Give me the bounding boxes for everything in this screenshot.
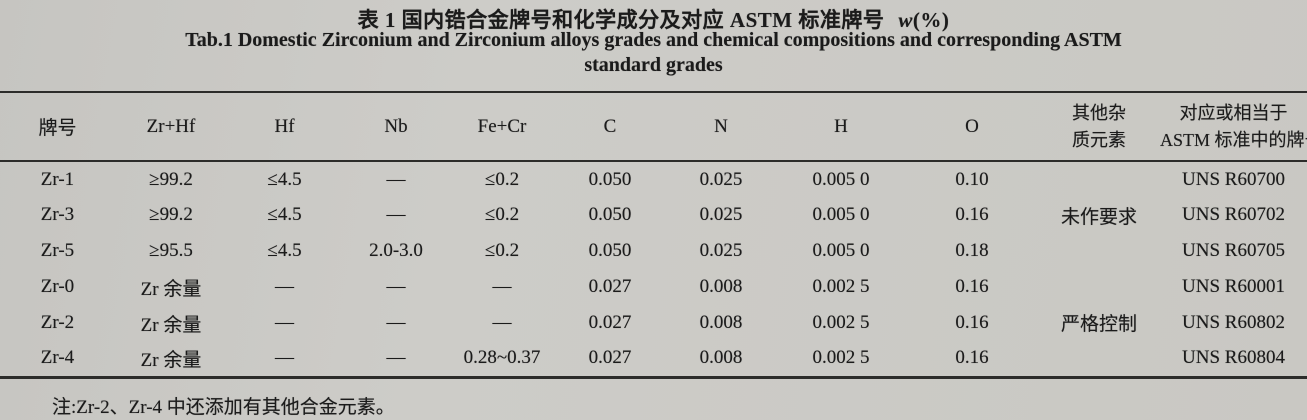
cell-fe-cr: — [492, 276, 512, 297]
cell-c: 0.027 [588, 347, 632, 369]
cell-nb: 2.0-3.0 [369, 240, 423, 261]
cell-n: 0.008 [699, 312, 743, 333]
mass-fraction-units: (%) [912, 8, 950, 32]
cell-hf: — [275, 347, 294, 369]
cell-n: 0.025 [699, 168, 743, 190]
cell-hf: ≤4.5 [267, 240, 302, 261]
cell-n: 0.008 [699, 347, 743, 369]
cell-nb: — [386, 168, 406, 190]
cell-o: 0.16 [955, 276, 989, 297]
cell-h: 0.002 5 [812, 276, 870, 297]
table-title-zh: 表 1 国内锆合金牌号和化学成分及对应 ASTM 标准牌号 w(%) [0, 4, 1307, 34]
header-n: N [666, 92, 776, 162]
cell-fe-cr: — [492, 312, 512, 333]
cell-grade: Zr-3 [40, 204, 75, 225]
table-footnote: 注:Zr-2、Zr-4 中还添加有其他合金元素。 [52, 397, 395, 418]
cell-o: 0.18 [955, 240, 989, 261]
cell-grade: Zr-0 [40, 276, 75, 297]
cell-fe-cr: 0.28~0.37 [463, 347, 541, 369]
cell-fe-cr: ≤0.2 [484, 168, 520, 190]
cell-n: 0.025 [699, 240, 743, 261]
cell-nb: — [386, 204, 406, 225]
table-row: Zr-0 Zr 余量 — — — 0.027 0.008 0.002 5 0.1… [0, 269, 1307, 335]
cell-astm: UNS R60705 [1182, 240, 1285, 261]
cell-hf: — [275, 276, 294, 297]
header-other-impurities-line2: 质元素 [1072, 129, 1126, 150]
table-row: Zr-2 Zr 余量 — — — 0.027 0.008 0.002 5 0.1… [0, 305, 1307, 341]
table-row: Zr-5 ≥95.5 ≤4.5 2.0-3.0 ≤0.2 0.050 0.025… [0, 233, 1307, 269]
cell-grade: Zr-2 [40, 312, 75, 333]
cell-astm: UNS R60802 [1182, 312, 1285, 333]
cell-o: 0.16 [955, 204, 989, 225]
cell-c: 0.050 [588, 240, 632, 261]
header-hf: Hf [227, 92, 342, 162]
header-other-impurities: 其他杂 质元素 [1038, 92, 1160, 162]
cell-zr-hf: ≥95.5 [149, 240, 193, 261]
cell-grade: Zr-1 [40, 168, 75, 190]
header-astm-equivalent-line1: 对应或相当于 [1179, 102, 1288, 123]
cell-astm: UNS R60702 [1182, 204, 1285, 225]
cell-o: 0.16 [955, 312, 989, 333]
table-header-row: 牌号 Zr+Hf Hf Nb Fe+Cr C N H O 其他杂 质元素 对应或… [0, 92, 1307, 162]
header-other-impurities-line1: 其他杂 [1072, 102, 1126, 123]
cell-h: 0.002 5 [812, 312, 870, 333]
cell-astm: UNS R60700 [1182, 168, 1285, 190]
cell-hf: — [275, 312, 294, 333]
cell-c: 0.050 [588, 204, 632, 225]
cell-nb: — [386, 347, 406, 369]
table-title-zh-text: 表 1 国内锆合金牌号和化学成分及对应 ASTM 标准牌号 [357, 8, 885, 32]
cell-h: 0.002 5 [812, 347, 870, 369]
cell-n: 0.025 [699, 204, 743, 225]
cell-h: 0.005 0 [812, 168, 870, 190]
cell-h: 0.005 0 [812, 204, 870, 225]
header-o: O [906, 92, 1038, 162]
cell-h: 0.005 0 [812, 240, 870, 261]
cell-zr-hf: Zr 余量 [140, 349, 202, 371]
header-c: C [554, 92, 666, 162]
table-title-en-line2: standard grades [584, 54, 723, 76]
header-fe-cr: Fe+Cr [450, 92, 554, 162]
cell-zr-hf: Zr 余量 [140, 278, 202, 300]
cell-fe-cr: ≤0.2 [484, 204, 520, 225]
cell-hf: ≤4.5 [267, 204, 302, 225]
cell-impurity-group-relaxed: 未作要求 [1060, 207, 1137, 228]
cell-c: 0.050 [588, 168, 632, 190]
cell-n: 0.008 [699, 276, 743, 297]
cell-zr-hf: ≥99.2 [149, 168, 193, 190]
header-astm-equivalent: 对应或相当于 ASTM 标准中的牌号 [1160, 92, 1307, 162]
cell-astm: UNS R60001 [1182, 276, 1285, 297]
header-h: H [776, 92, 906, 162]
table-row: Zr-1 ≥99.2 ≤4.5 — ≤0.2 0.050 0.025 0.005… [0, 161, 1307, 229]
header-zr-hf: Zr+Hf [115, 92, 227, 162]
header-astm-equivalent-line2: ASTM 标准中的牌号 [1160, 129, 1307, 150]
cell-nb: — [386, 312, 406, 333]
header-grade: 牌号 [0, 92, 115, 162]
cell-c: 0.027 [588, 312, 632, 333]
table-title-en-line1: Tab.1 Domestic Zirconium and Zirconium a… [185, 29, 1122, 51]
cell-grade: Zr-4 [40, 347, 75, 369]
cell-nb: — [386, 276, 406, 297]
table-row: Zr-3 ≥99.2 ≤4.5 — ≤0.2 0.050 0.025 0.005… [0, 197, 1307, 233]
header-nb: Nb [342, 92, 450, 162]
cell-hf: ≤4.5 [267, 168, 302, 190]
mass-fraction-symbol: w [898, 8, 913, 32]
cell-o: 0.16 [955, 347, 989, 369]
cell-o: 0.10 [955, 168, 989, 190]
cell-zr-hf: Zr 余量 [140, 314, 202, 336]
cell-impurity-group-strict: 严格控制 [1060, 313, 1137, 335]
cell-c: 0.027 [588, 276, 632, 297]
cell-fe-cr: ≤0.2 [484, 240, 520, 261]
cell-zr-hf: ≥99.2 [149, 204, 193, 225]
table-row: Zr-4 Zr 余量 — — 0.28~0.37 0.027 0.008 0.0… [0, 341, 1307, 377]
cell-astm: UNS R60804 [1182, 347, 1285, 369]
alloy-grades-table: 牌号 Zr+Hf Hf Nb Fe+Cr C N H O 其他杂 质元素 对应或… [0, 91, 1307, 379]
cell-grade: Zr-5 [40, 240, 75, 261]
